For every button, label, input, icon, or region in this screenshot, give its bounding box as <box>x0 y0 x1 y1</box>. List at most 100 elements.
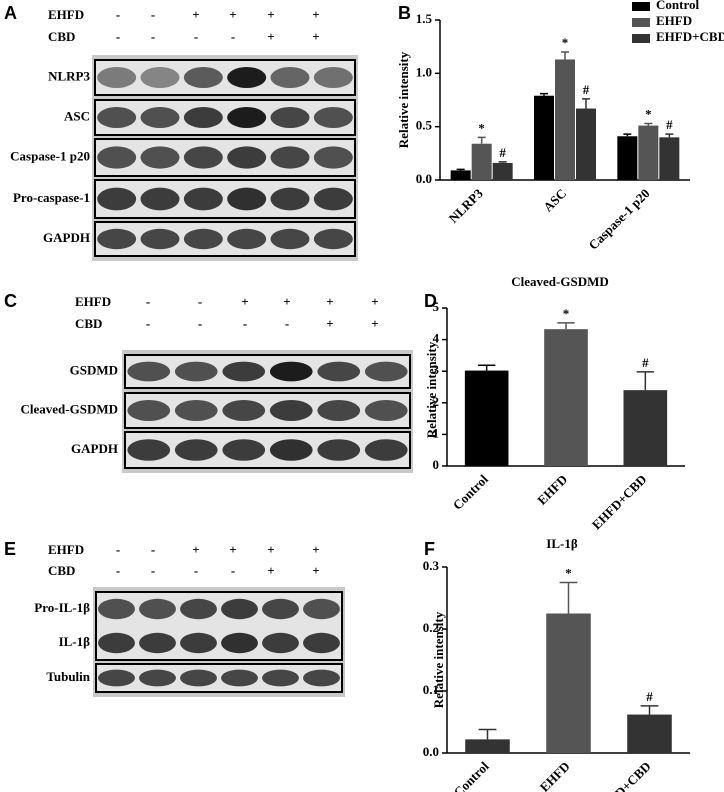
treatment-sign: + <box>229 542 236 557</box>
blot-band <box>174 400 218 421</box>
error-bar <box>456 168 465 171</box>
treatment-sign: + <box>267 29 274 44</box>
error-bar <box>557 322 575 330</box>
blot-band <box>303 632 340 654</box>
bar <box>546 613 591 753</box>
bar <box>464 370 509 466</box>
significance-mark: # <box>583 82 590 97</box>
treatment-sign: + <box>192 7 199 22</box>
error-bar <box>644 122 653 126</box>
blot-band <box>262 632 299 654</box>
blot-strip <box>124 354 411 389</box>
blot-strip <box>124 392 411 429</box>
blot-band <box>313 228 353 250</box>
significance-mark: * <box>645 106 652 121</box>
blot-band <box>97 67 137 88</box>
treatment-sign: - <box>116 7 120 22</box>
legend-label: EHFD <box>656 13 692 28</box>
blot-band <box>98 632 135 654</box>
blot-band <box>139 669 176 687</box>
blot-band <box>98 598 135 620</box>
band-label: Pro-caspase-1 <box>13 190 90 205</box>
bar <box>555 59 575 180</box>
bar <box>617 136 638 180</box>
blot-band <box>227 67 267 88</box>
treatment-sign: - <box>116 542 120 557</box>
y-tick-label: 0.0 <box>423 744 439 759</box>
error-bar <box>640 705 659 715</box>
blot-band <box>221 669 258 687</box>
blot-strip <box>94 221 356 257</box>
blot-band <box>262 669 299 687</box>
blot-band <box>270 187 310 211</box>
band-label: IL-1β <box>59 634 91 649</box>
blot-band <box>303 598 340 620</box>
error-bar <box>636 371 655 391</box>
blot-band <box>180 669 217 687</box>
x-tick-label: Control <box>450 471 491 512</box>
blot-band <box>313 67 353 88</box>
y-tick-label: 1.0 <box>416 64 432 79</box>
blot-band <box>269 400 313 421</box>
treatment-sign: + <box>312 29 319 44</box>
blot-band <box>364 361 408 382</box>
blot-strip <box>124 431 411 469</box>
blot-band <box>270 228 310 250</box>
error-bar <box>498 161 507 163</box>
treatment-label: CBD <box>75 316 102 331</box>
panel-letter: A <box>4 3 17 23</box>
blot-band <box>317 439 361 461</box>
panel-letter: B <box>398 3 411 23</box>
blot-band <box>97 228 137 250</box>
legend-swatch <box>632 34 650 43</box>
y-tick-label: 0.1 <box>423 682 439 697</box>
y-axis-label: Relative intensity <box>424 341 439 438</box>
blot-strip <box>94 179 356 219</box>
significance-mark: * <box>478 120 485 135</box>
treatment-sign: + <box>371 294 378 309</box>
treatment-label: EHFD <box>48 542 84 557</box>
treatment-sign: - <box>116 29 120 44</box>
bar <box>534 95 554 180</box>
treatment-sign: + <box>192 542 199 557</box>
x-tick-label: EHFD+CBD <box>593 759 654 792</box>
blot-strip <box>94 138 356 177</box>
blot-band <box>174 361 218 382</box>
treatment-sign: + <box>326 316 333 331</box>
y-tick-label: 1.5 <box>416 11 433 26</box>
error-bar <box>477 136 486 144</box>
treatment-sign: - <box>194 29 198 44</box>
x-tick-label: Caspase-1 p20 <box>586 186 653 253</box>
bar <box>638 125 659 180</box>
treatment-label: CBD <box>48 29 75 44</box>
treatment-sign: + <box>267 7 274 22</box>
y-tick-label: 0.3 <box>423 558 440 573</box>
blot-band <box>221 632 258 654</box>
blot-band <box>183 187 223 211</box>
significance-mark: # <box>646 689 653 704</box>
band-label: ASC <box>64 108 90 123</box>
blot-band <box>127 439 171 461</box>
treatment-sign: - <box>231 563 235 578</box>
x-tick-label: EHFD <box>537 759 573 792</box>
blot-band <box>98 669 135 687</box>
y-tick-label: 3 <box>433 362 440 377</box>
treatment-sign: + <box>312 542 319 557</box>
band-label: GSDMD <box>70 362 118 377</box>
x-tick-label: EHFD+CBD <box>589 472 650 533</box>
blot-band <box>140 146 180 169</box>
blot-band <box>313 107 353 128</box>
blot-band <box>221 598 258 620</box>
treatment-sign: - <box>285 316 289 331</box>
x-tick-label: Control <box>451 758 492 792</box>
bar <box>465 739 510 753</box>
band-label: GAPDH <box>43 230 90 245</box>
blot-band <box>140 228 180 250</box>
blot-band <box>140 67 180 88</box>
treatment-sign: - <box>243 316 247 331</box>
y-tick-label: 4 <box>433 331 440 346</box>
bar <box>544 329 588 466</box>
blot-frame <box>95 591 343 661</box>
treatment-sign: + <box>283 294 290 309</box>
y-tick-label: 0.0 <box>416 171 432 186</box>
